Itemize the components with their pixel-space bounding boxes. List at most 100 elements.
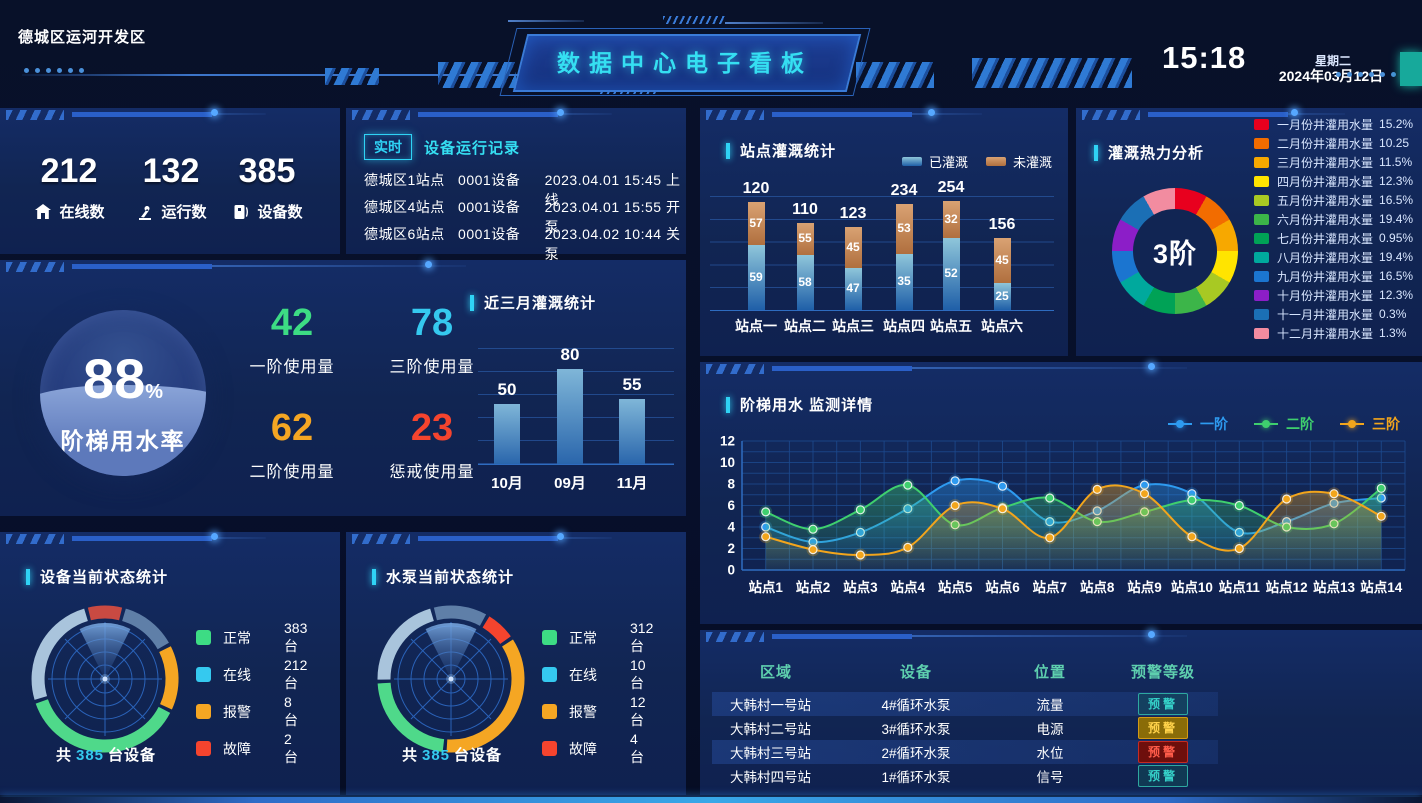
metric-label: 三阶使用量: [389, 359, 475, 376]
svg-text:站点3: 站点3: [843, 579, 878, 595]
decor-bars: [856, 62, 934, 88]
cell-device: 4#循环水泵: [881, 698, 951, 713]
record-device: 0001设备: [458, 172, 521, 188]
stat-item-运行数: 132 运行数: [116, 152, 226, 222]
cell-area: 大韩村四号站: [730, 770, 811, 785]
svg-text:站点13: 站点13: [1313, 579, 1356, 595]
recent-bar-category: 11月: [616, 475, 648, 492]
heat-legend-item[interactable]: 五月份井灌用水量 16.5%: [1254, 193, 1414, 208]
stacked-category: 站点六: [981, 318, 1023, 334]
line-legend-item-三阶[interactable]: 三阶: [1340, 414, 1400, 434]
stacked-segment-irrigated: 58: [796, 255, 814, 310]
panel-step-water-rate: 88% 阶梯用水率 42 一阶使用量 78 三阶使用量 62 二阶使用量 23 惩戒使用量 近…: [0, 260, 686, 516]
table-row[interactable]: 大韩村一号站 4#循环水泵 流量 预警: [712, 692, 1218, 716]
cell-area: 大韩村二号站: [730, 722, 811, 737]
stacked-category: 站点五: [930, 318, 972, 334]
heat-legend-item[interactable]: 三月份井灌用水量 11.5%: [1254, 155, 1413, 170]
svg-text:站点14: 站点14: [1360, 579, 1403, 595]
status-legend-item-故障[interactable]: 故障 4台: [542, 731, 644, 765]
status-legend-item-在线[interactable]: 在线 212台: [196, 657, 307, 691]
usage-metric-惩戒使用量: 23 惩戒使用量: [362, 407, 502, 512]
heat-legend-item[interactable]: 一月份井灌用水量 15.2%: [1254, 117, 1413, 132]
warning-badge[interactable]: 预警: [1138, 765, 1188, 787]
heat-legend-item[interactable]: 十二月井灌用水量 1.3%: [1254, 326, 1413, 341]
cell-device: 3#循环水泵: [881, 722, 951, 737]
heat-legend-item[interactable]: 九月份井灌用水量 16.5%: [1254, 269, 1413, 284]
heat-legend-label: 一月份井灌用水量: [1277, 117, 1374, 132]
warning-badge[interactable]: 预警: [1138, 741, 1188, 763]
heat-legend-value: 12.3%: [1379, 288, 1414, 302]
status-legend-count: 10台: [630, 656, 646, 691]
status-legend-item-故障[interactable]: 故障 2台: [196, 731, 298, 765]
table-row[interactable]: 大韩村二号站 3#循环水泵 电源 预警: [712, 716, 1218, 740]
status-legend-count: 8台: [284, 693, 298, 728]
status-legend-item-正常[interactable]: 正常 383台: [196, 620, 307, 654]
recent-chart-title-text: 近三月灌溉统计: [484, 295, 597, 312]
pump-status-title: 水泵当前状态统计: [386, 569, 515, 586]
heat-legend-item[interactable]: 四月份井灌用水量 12.3%: [1254, 174, 1413, 189]
status-legend-item-正常[interactable]: 正常 312台: [542, 620, 653, 654]
heat-legend-item[interactable]: 七月份井灌用水量 0.95%: [1254, 231, 1414, 246]
line-legend-item-一阶[interactable]: 一阶: [1168, 414, 1228, 434]
segment-value: 58: [798, 274, 812, 289]
heat-legend-label: 九月份井灌用水量: [1277, 269, 1374, 284]
cell-area: 大韩村一号站: [730, 698, 811, 713]
panel-run-records: 实时 设备运行记录 德城区1站点 0001设备 2023.04.01 15:45 上…: [346, 108, 686, 262]
realtime-badge[interactable]: 实时: [364, 134, 412, 160]
status-legend-label: 正常: [223, 629, 251, 646]
heat-legend-item[interactable]: 二月份井灌用水量 10.25: [1254, 136, 1413, 151]
legend-label: 已灌溉: [928, 155, 968, 170]
stacked-segment-unirrigated: 57: [747, 202, 765, 245]
heat-legend-item[interactable]: 十一月井灌用水量 0.3%: [1254, 307, 1413, 322]
stacked-category: 站点二: [784, 318, 826, 334]
heat-legend-label: 八月份井灌用水量: [1277, 250, 1374, 265]
status-legend-swatch: [542, 630, 557, 645]
usage-metric-三阶使用量: 78 三阶使用量: [362, 302, 502, 407]
status-legend-item-报警[interactable]: 报警 8台: [196, 694, 298, 728]
table-header-cell: 预警等级: [1130, 663, 1195, 681]
status-ring-chart: [31, 605, 179, 753]
heat-legend-swatch: [1254, 194, 1269, 206]
heat-donut-chart: 3阶: [1112, 188, 1238, 314]
table-row[interactable]: 大韩村四号站 1#循环水泵 信号 预警: [712, 764, 1218, 788]
stacked-segment-unirrigated: 45: [844, 227, 862, 268]
warning-badge[interactable]: 预警: [1138, 717, 1188, 739]
heat-legend-value: 0.3%: [1379, 307, 1407, 321]
station-chart-legend: 已灌溉 未灌溉: [901, 152, 1052, 171]
metric-label: 一阶使用量: [249, 359, 335, 376]
device-icon: [234, 204, 249, 219]
status-legend-count: 212台: [284, 656, 308, 691]
segment-value: 57: [749, 215, 763, 230]
records-title: 设备运行记录: [424, 139, 521, 157]
legend-item-未灌溉[interactable]: 未灌溉: [985, 152, 1052, 171]
recent-bar-value: 50: [497, 380, 517, 399]
heat-legend-value: 16.5%: [1379, 193, 1414, 207]
stacked-total: 123: [839, 205, 867, 222]
table-header-cell: 位置: [1033, 663, 1066, 681]
legend-item-已灌溉[interactable]: 已灌溉: [901, 152, 968, 171]
svg-text:2: 2: [727, 541, 735, 556]
status-legend-item-在线[interactable]: 在线 10台: [542, 657, 646, 691]
heat-legend: 一月份井灌用水量 15.2% 二月份井灌用水量 10.25 三月份井灌用水量 11.5% 四…: [1254, 117, 1413, 345]
line-chart-legend: 一阶 二阶 三阶: [1168, 414, 1400, 434]
line-chart-title: 阶梯用水 监测详情: [740, 397, 874, 414]
stacked-total: 234: [890, 182, 918, 199]
heat-legend-item[interactable]: 六月份井灌用水量 19.4%: [1254, 212, 1413, 227]
table-row[interactable]: 大韩村三号站 2#循环水泵 水位 预警: [712, 740, 1218, 764]
water-fill: [40, 385, 206, 476]
warning-badge[interactable]: 预警: [1138, 693, 1188, 715]
heat-legend-item[interactable]: 十月份井灌用水量 12.3%: [1254, 288, 1414, 303]
decor-dots-right: [1336, 72, 1396, 77]
heat-legend-swatch: [1254, 156, 1269, 168]
record-row: 德城区1站点 0001设备 2023.04.01 15:45 上线: [364, 170, 686, 210]
heat-legend-swatch: [1254, 175, 1269, 187]
heat-legend-item[interactable]: 八月份井灌用水量 19.4%: [1254, 250, 1413, 265]
svg-text:站点1: 站点1: [748, 579, 783, 595]
heat-legend-value: 0.95%: [1379, 231, 1414, 245]
recent-bar: [619, 399, 645, 464]
clock-time: 15:18: [1162, 40, 1247, 75]
status-legend-item-报警[interactable]: 报警 12台: [542, 694, 646, 728]
segment-value: 52: [944, 266, 958, 280]
heat-legend-label: 十二月井灌用水量: [1277, 326, 1374, 341]
line-legend-item-二阶[interactable]: 二阶: [1254, 414, 1314, 434]
